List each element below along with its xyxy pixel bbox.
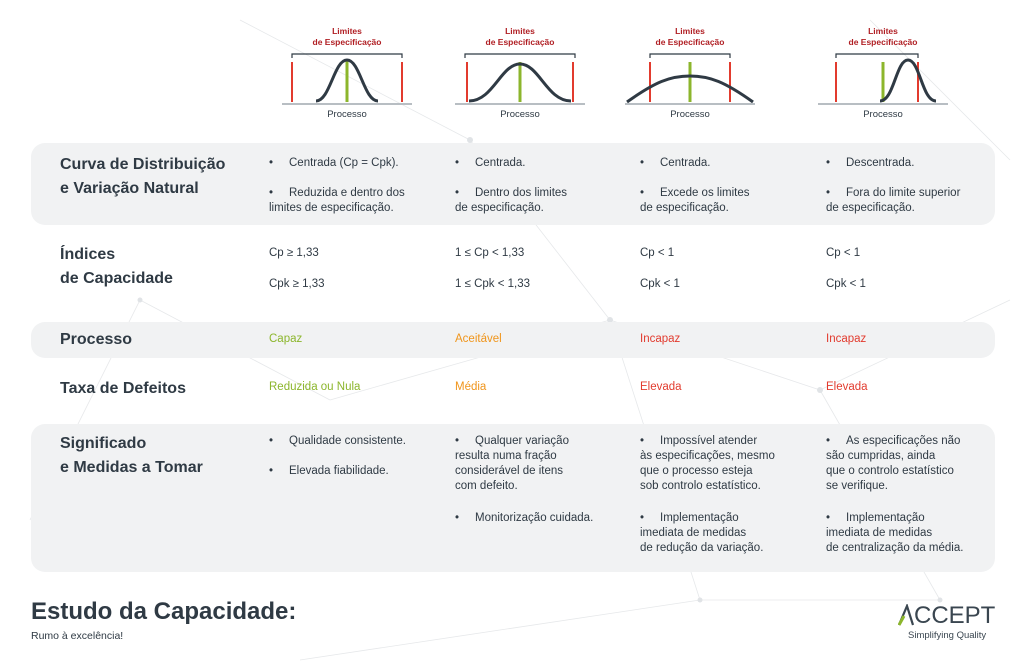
cell-text: Centrada. bbox=[455, 156, 526, 171]
defect-rate: Reduzida ou Nula bbox=[269, 381, 361, 393]
limits-label: Limites de Especificação bbox=[848, 26, 918, 47]
cell-text: Qualquer variação resulta numa fração co… bbox=[455, 434, 569, 494]
limits-label: Limites de Especificação bbox=[485, 26, 555, 47]
limits-label: Limites de Especificação bbox=[655, 26, 725, 47]
status-capaz: Capaz bbox=[269, 333, 303, 345]
cell-text: Impossível atender às especificações, me… bbox=[640, 434, 775, 494]
process-label: Processo bbox=[863, 109, 903, 120]
cell-text: Cp ≥ 1,33 bbox=[269, 247, 319, 259]
cell-text: Cpk < 1 bbox=[826, 278, 866, 290]
narrow-centered-icon bbox=[282, 53, 412, 105]
logo-wordmark: CCEPT bbox=[914, 602, 996, 629]
curve-column-1: Limites de Especificação Processo bbox=[282, 26, 412, 120]
status-incapaz: Incapaz bbox=[826, 333, 867, 345]
curve-column-2: Limites de Especificação Processo bbox=[455, 26, 585, 120]
cell-text: Fora do limite superior de especificação… bbox=[826, 186, 960, 216]
cell-text: As especificações não são cumpridas, ain… bbox=[826, 434, 960, 494]
cell-text: 1 ≤ Cp < 1,33 bbox=[455, 247, 525, 259]
defect-rate: Média bbox=[455, 381, 487, 393]
cell-text: Excede os limites de especificação. bbox=[640, 186, 749, 216]
page-title: Estudo da Capacidade: bbox=[31, 598, 297, 625]
cell-text: Descentrada. bbox=[826, 156, 914, 171]
cell-text: Reduzida e dentro dos limites de especif… bbox=[269, 186, 405, 216]
cell-text: Cpk < 1 bbox=[640, 278, 680, 290]
cell-text: Cp < 1 bbox=[640, 247, 675, 259]
flat-exceeding-icon bbox=[625, 53, 755, 105]
cell-text: Centrada. bbox=[640, 156, 711, 171]
limits-label: Limites de Especificação bbox=[312, 26, 382, 47]
cell-text: Cp < 1 bbox=[826, 247, 861, 259]
row-title-indices: Índices de Capacidade bbox=[60, 246, 173, 287]
status-aceitavel: Aceitável bbox=[455, 333, 502, 345]
cell-text: Cpk ≥ 1,33 bbox=[269, 278, 325, 290]
defect-rate: Elevada bbox=[640, 381, 682, 393]
curve-column-3: Limites de Especificação Processo bbox=[625, 26, 755, 120]
cell-text: Implementação imediata de medidas de red… bbox=[640, 511, 763, 556]
cell-text: Dentro dos limites de especificação. bbox=[455, 186, 567, 216]
accept-a-logo-icon bbox=[897, 602, 915, 626]
row-title-process: Processo bbox=[60, 331, 133, 348]
status-incapaz: Incapaz bbox=[640, 333, 681, 345]
process-label: Processo bbox=[327, 109, 367, 120]
cell-text: Qualidade consistente. bbox=[269, 434, 406, 449]
cell-text: Implementação imediata de medidas de cen… bbox=[826, 511, 963, 556]
page-subtitle: Rumo à excelência! bbox=[31, 630, 124, 642]
band-process bbox=[31, 322, 995, 358]
cell-text: Elevada fiabilidade. bbox=[269, 464, 389, 479]
row-title-distribution: Curva de Distribuição e Variação Natural bbox=[60, 156, 226, 197]
row-title-defects: Taxa de Defeitos bbox=[60, 380, 186, 397]
cell-text: Monitorização cuidada. bbox=[455, 511, 593, 526]
logo-tagline: Simplifying Quality bbox=[908, 630, 987, 641]
row-title-meaning: Significado e Medidas a Tomar bbox=[60, 435, 203, 476]
defect-rate: Elevada bbox=[826, 381, 868, 393]
shifted-right-icon bbox=[818, 53, 948, 105]
accept-logo: CCEPT Simplifying Quality bbox=[897, 602, 998, 641]
curve-column-4: Limites de Especificação Processo bbox=[818, 26, 948, 120]
cell-text: 1 ≤ Cpk < 1,33 bbox=[455, 278, 531, 290]
process-label: Processo bbox=[500, 109, 540, 120]
cell-text: Centrada (Cp = Cpk). bbox=[269, 156, 399, 171]
process-label: Processo bbox=[670, 109, 710, 120]
wide-centered-icon bbox=[455, 53, 585, 105]
